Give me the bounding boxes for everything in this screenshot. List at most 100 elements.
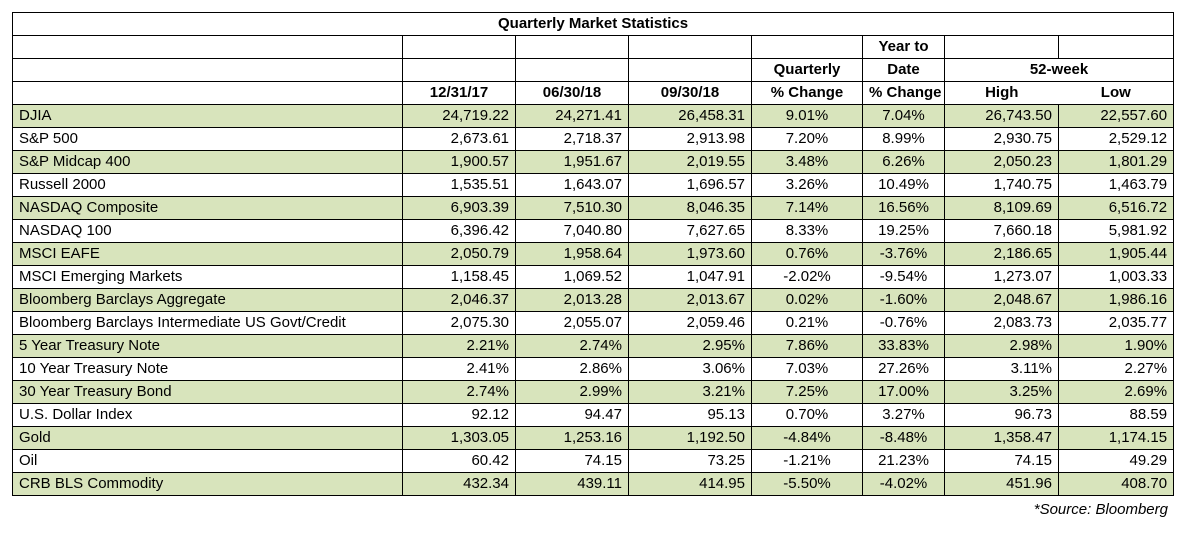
52-week-low: 1,801.29 <box>1057 150 1175 174</box>
quarterly-change: 3.48% <box>751 150 863 174</box>
52-week-low: 6,516.72 <box>1057 196 1175 220</box>
ytd-change: -3.76% <box>862 242 945 266</box>
quarterly-change: 8.33% <box>751 219 863 243</box>
header-ytd-top: Year to <box>862 35 945 59</box>
header-quarterly-bottom: % Change <box>751 81 863 105</box>
value-09-30-18: 3.06% <box>628 357 752 381</box>
ytd-change: 17.00% <box>862 380 945 404</box>
value-12-31-17: 2,673.61 <box>402 127 516 151</box>
52-week-high: 3.25% <box>944 380 1059 404</box>
quarterly-change: 0.02% <box>751 288 863 312</box>
value-12-31-17: 1,900.57 <box>402 150 516 174</box>
52-week-high: 2,050.23 <box>944 150 1059 174</box>
value-12-31-17: 60.42 <box>402 449 516 473</box>
value-12-31-17: 2.74% <box>402 380 516 404</box>
value-06-30-18: 2,718.37 <box>515 127 629 151</box>
header-blank <box>12 81 403 105</box>
ytd-change: 7.04% <box>862 104 945 128</box>
table-title: Quarterly Market Statistics <box>11 12 1175 36</box>
52-week-high: 2,186.65 <box>944 242 1059 266</box>
value-06-30-18: 439.11 <box>515 472 629 496</box>
header-low: Low <box>1058 81 1175 105</box>
market-stats-table: Quarterly Market Statistics Year to Quar… <box>11 12 1175 496</box>
header-ytd-bottom: % Change <box>862 81 945 105</box>
52-week-low: 88.59 <box>1057 403 1175 427</box>
table-row: Oil 60.42 74.15 73.25 -1.21% 21.23% 74.15 49.29 <box>12 449 1175 473</box>
value-12-31-17: 6,903.39 <box>402 196 516 220</box>
quarterly-change: -4.84% <box>751 426 863 450</box>
header-blank <box>402 58 516 82</box>
quarterly-change: 0.21% <box>751 311 863 335</box>
value-09-30-18: 8,046.35 <box>628 196 752 220</box>
value-06-30-18: 1,958.64 <box>515 242 629 266</box>
52-week-low: 1,905.44 <box>1057 242 1175 266</box>
row-name: Russell 2000 <box>12 173 403 197</box>
table-row: S&P 500 2,673.61 2,718.37 2,913.98 7.20% 8.99… <box>12 127 1175 151</box>
52-week-high: 3.11% <box>944 357 1059 381</box>
row-name: S&P Midcap 400 <box>12 150 403 174</box>
table-row: MSCI EAFE 2,050.79 1,958.64 1,973.60 0.76% -3… <box>12 242 1175 266</box>
ytd-change: -8.48% <box>862 426 945 450</box>
quarterly-change: 7.20% <box>751 127 863 151</box>
quarterly-change: -1.21% <box>751 449 863 473</box>
row-name: NASDAQ Composite <box>12 196 403 220</box>
52-week-low: 1,003.33 <box>1057 265 1175 289</box>
52-week-low: 5,981.92 <box>1057 219 1175 243</box>
quarterly-change: 0.76% <box>751 242 863 266</box>
52-week-high: 451.96 <box>944 472 1059 496</box>
header-blank <box>515 58 629 82</box>
quarterly-change: 7.14% <box>751 196 863 220</box>
value-09-30-18: 73.25 <box>628 449 752 473</box>
ytd-change: 21.23% <box>862 449 945 473</box>
table-row: Bloomberg Barclays Aggregate 2,046.37 2,01… <box>12 288 1175 312</box>
value-06-30-18: 2,055.07 <box>515 311 629 335</box>
52-week-high: 96.73 <box>944 403 1059 427</box>
ytd-change: -9.54% <box>862 265 945 289</box>
quarterly-change: 9.01% <box>751 104 863 128</box>
value-09-30-18: 2,913.98 <box>628 127 752 151</box>
52-week-low: 2.69% <box>1057 380 1175 404</box>
value-12-31-17: 2.21% <box>402 334 516 358</box>
52-week-high: 1,740.75 <box>944 173 1059 197</box>
table-row: DJIA 24,719.22 24,271.41 26,458.31 9.01% 7.04… <box>12 104 1175 128</box>
table-row: MSCI Emerging Markets 1,158.45 1,069.52 1,0… <box>12 265 1175 289</box>
quarterly-change: 7.03% <box>751 357 863 381</box>
value-09-30-18: 1,973.60 <box>628 242 752 266</box>
ytd-change: 16.56% <box>862 196 945 220</box>
value-06-30-18: 74.15 <box>515 449 629 473</box>
ytd-change: -0.76% <box>862 311 945 335</box>
table-row: Russell 2000 1,535.51 1,643.07 1,696.57 3.26… <box>12 173 1175 197</box>
row-name: DJIA <box>12 104 403 128</box>
header-blank <box>628 35 752 59</box>
value-12-31-17: 2,075.30 <box>402 311 516 335</box>
table-row: NASDAQ 100 6,396.42 7,040.80 7,627.65 8.33% 1… <box>12 219 1175 243</box>
value-12-31-17: 432.34 <box>402 472 516 496</box>
value-09-30-18: 7,627.65 <box>628 219 752 243</box>
header-blank <box>751 35 863 59</box>
52-week-high: 2,930.75 <box>944 127 1059 151</box>
header-col-1: 12/31/17 <box>402 81 516 105</box>
table-row: CRB BLS Commodity 432.34 439.11 414.95 -5.50… <box>12 472 1175 496</box>
value-12-31-17: 2,046.37 <box>402 288 516 312</box>
ytd-change: 10.49% <box>862 173 945 197</box>
52-week-low: 408.70 <box>1057 472 1175 496</box>
52-week-high: 1,358.47 <box>944 426 1059 450</box>
value-09-30-18: 3.21% <box>628 380 752 404</box>
52-week-high: 26,743.50 <box>944 104 1059 128</box>
header-blank <box>515 35 629 59</box>
52-week-low: 1,986.16 <box>1057 288 1175 312</box>
value-06-30-18: 2,013.28 <box>515 288 629 312</box>
value-12-31-17: 1,535.51 <box>402 173 516 197</box>
52-week-high: 8,109.69 <box>944 196 1059 220</box>
row-name: 30 Year Treasury Bond <box>12 380 403 404</box>
value-06-30-18: 2.74% <box>515 334 629 358</box>
header-blank <box>628 58 752 82</box>
table-row: 30 Year Treasury Bond 2.74% 2.99% 3.21% 7.25… <box>12 380 1175 404</box>
row-name: S&P 500 <box>12 127 403 151</box>
value-09-30-18: 414.95 <box>628 472 752 496</box>
value-09-30-18: 2,013.67 <box>628 288 752 312</box>
quarterly-change: -2.02% <box>751 265 863 289</box>
52-week-high: 7,660.18 <box>944 219 1059 243</box>
header-52-week: 52-week <box>943 58 1175 82</box>
52-week-low: 1,174.15 <box>1057 426 1175 450</box>
